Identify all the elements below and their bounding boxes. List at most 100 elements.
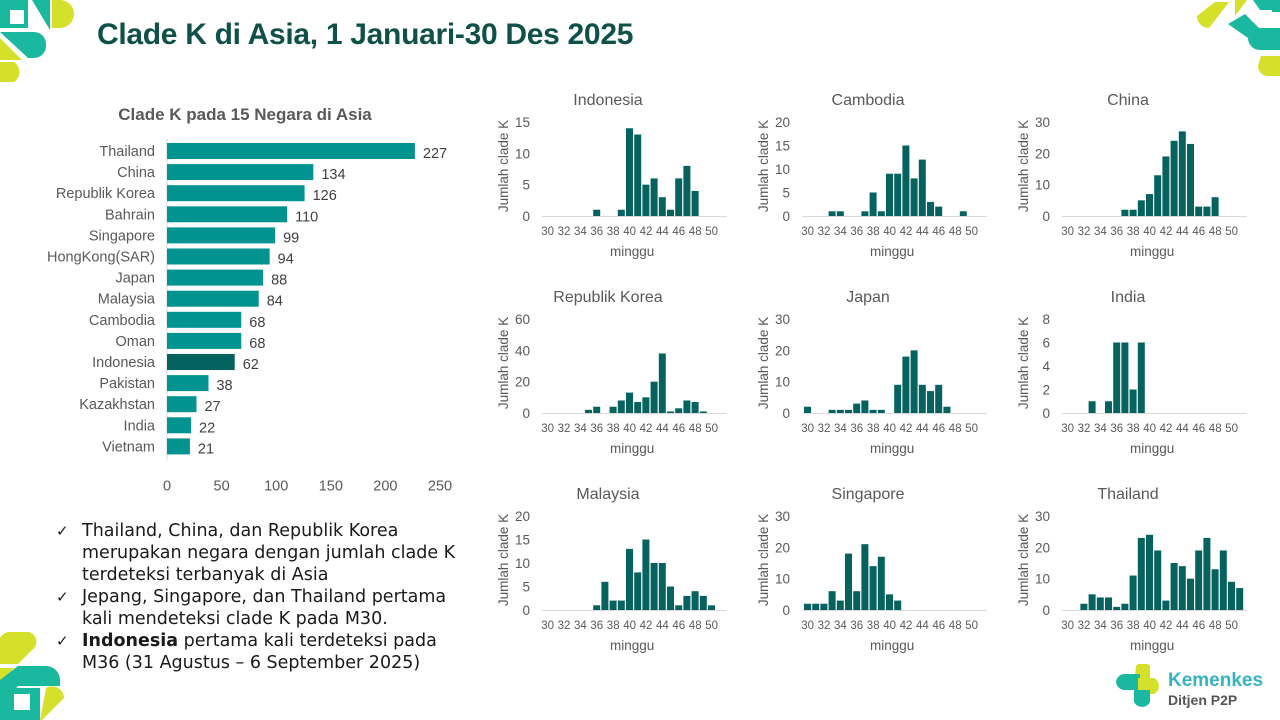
- week-bar: [1096, 597, 1104, 610]
- week-bar: [1187, 578, 1194, 610]
- category-label: Singapore: [89, 228, 155, 244]
- x-tick-label: 48: [689, 423, 702, 435]
- week-bar: [861, 400, 869, 413]
- week-bar: [927, 201, 934, 216]
- week-bar: [626, 392, 633, 413]
- check-icon: ✓: [56, 522, 69, 540]
- week-bar: [894, 384, 902, 413]
- chart-title: Malaysia: [576, 486, 639, 503]
- x-tick-label: 36: [850, 423, 863, 435]
- bar-japan: [167, 269, 264, 286]
- y-tick-label: 15: [515, 115, 530, 130]
- y-tick-label: 0: [522, 406, 530, 421]
- x-tick-label: 150: [319, 479, 343, 495]
- week-bar: [691, 591, 699, 610]
- x-axis-label: minggu: [610, 244, 654, 259]
- chart-title: Thailand: [1097, 486, 1158, 503]
- x-tick-label: 44: [916, 226, 929, 238]
- note-item: ✓ Indonesia pertama kali terdeteksi pada …: [56, 630, 460, 674]
- category-label: China: [117, 165, 156, 181]
- week-bar: [634, 134, 642, 216]
- y-tick-label: 15: [775, 139, 790, 154]
- week-bar: [877, 211, 885, 216]
- note-text: Thailand, China, dan Republik Korea meru…: [82, 521, 456, 585]
- notes-list: ✓ Thailand, China, dan Republik Korea mer…: [56, 520, 460, 674]
- y-axis-label: Jumlah clade K: [756, 317, 771, 409]
- week-bar: [683, 165, 691, 216]
- x-tick-label: 34: [834, 423, 847, 435]
- x-axis-label: minggu: [1130, 638, 1174, 653]
- y-tick-label: 20: [515, 375, 530, 390]
- week-bar: [667, 586, 674, 610]
- y-tick-label: 40: [515, 343, 530, 358]
- x-tick-label: 42: [900, 423, 913, 435]
- week-bar: [1154, 175, 1162, 216]
- week-bar: [642, 184, 650, 216]
- x-tick-label: 32: [818, 226, 831, 238]
- week-bar: [683, 595, 691, 610]
- y-tick-label: 10: [1035, 178, 1050, 193]
- week-bar: [1137, 342, 1145, 413]
- bar-vietnam: [167, 438, 190, 455]
- x-tick-label: 46: [932, 423, 945, 435]
- y-tick-label: 10: [515, 146, 530, 161]
- x-tick-label: 32: [558, 620, 571, 632]
- x-tick-label: 40: [883, 620, 896, 632]
- week-bar: [708, 605, 715, 610]
- week-bar: [1129, 575, 1137, 610]
- week-bar: [1129, 389, 1137, 413]
- x-tick-label: 46: [1192, 620, 1205, 632]
- corner-logo-bottom-left: [0, 632, 64, 720]
- week-bar: [836, 600, 844, 610]
- x-axis-label: minggu: [610, 638, 654, 653]
- x-tick-label: 36: [1110, 620, 1123, 632]
- bar-thailand: [167, 143, 415, 159]
- chart-title: Indonesia: [573, 92, 642, 109]
- week-bar: [1219, 550, 1227, 610]
- week-bar: [626, 128, 633, 216]
- week-bar: [667, 411, 674, 413]
- x-tick-label: 40: [1143, 226, 1156, 238]
- note-item: ✓ Thailand, China, dan Republik Korea mer…: [56, 520, 460, 586]
- week-bar: [804, 406, 811, 413]
- bar-malaysia: [167, 290, 259, 307]
- week-bar: [1162, 600, 1170, 610]
- week-bar: [658, 197, 666, 216]
- week-bar: [1121, 603, 1129, 610]
- x-tick-label: 36: [590, 620, 603, 632]
- x-tick-label: 48: [1209, 620, 1222, 632]
- week-bar: [943, 406, 951, 413]
- country-bar-chart: Thailand 227 China 134 Republik Korea 126 Bahr…: [47, 139, 452, 495]
- x-tick-label: 42: [1160, 226, 1173, 238]
- x-axis-label: minggu: [610, 441, 654, 456]
- category-label: Oman: [116, 334, 156, 350]
- x-tick-label: 48: [689, 226, 702, 238]
- x-tick-label: 42: [900, 226, 913, 238]
- x-tick-label: 38: [607, 620, 620, 632]
- y-tick-label: 10: [775, 375, 790, 390]
- weekly-chart-singapore: Singapore Jumlah clade K minggu 0 10 20 30 30 32…: [756, 486, 987, 653]
- week-bar: [812, 603, 820, 610]
- week-bar: [1162, 156, 1170, 216]
- category-label: HongKong(SAR): [47, 250, 155, 266]
- y-tick-label: 60: [515, 312, 530, 327]
- x-tick-label: 48: [949, 226, 962, 238]
- x-tick-label: 200: [373, 479, 397, 495]
- bar-pakistan: [167, 375, 209, 392]
- x-tick-label: 30: [541, 226, 554, 238]
- week-bar: [869, 192, 877, 216]
- week-bar: [1228, 581, 1235, 610]
- data-label: 38: [216, 378, 232, 394]
- x-tick-label: 48: [1209, 226, 1222, 238]
- check-icon: ✓: [56, 588, 69, 606]
- week-bar: [585, 409, 592, 413]
- week-bar: [601, 581, 609, 610]
- x-tick-label: 50: [705, 620, 718, 632]
- x-tick-label: 44: [656, 226, 669, 238]
- x-tick-label: 42: [1160, 423, 1173, 435]
- x-axis-label: minggu: [870, 441, 914, 456]
- week-bar: [902, 356, 910, 413]
- x-tick-label: 48: [949, 620, 962, 632]
- y-tick-label: 10: [1035, 572, 1050, 587]
